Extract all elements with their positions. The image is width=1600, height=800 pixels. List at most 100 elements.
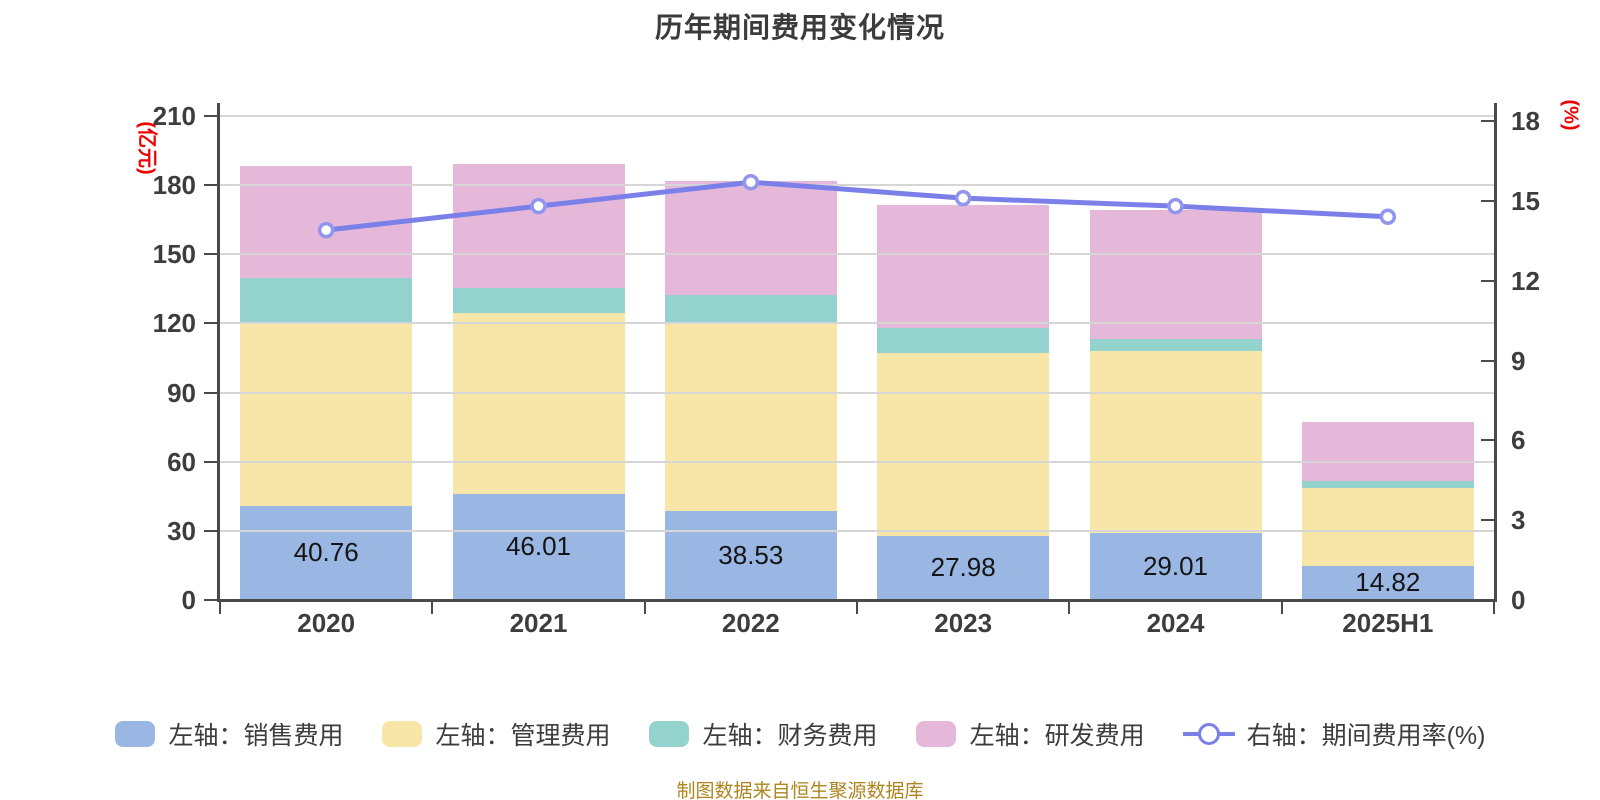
gridline-150 xyxy=(220,253,1494,256)
x-axis-label-2025H1: 2025H1 xyxy=(1342,608,1434,638)
x-axis-label-2020: 2020 xyxy=(297,608,356,638)
gridline-30 xyxy=(220,529,1494,532)
legend-item-admin[interactable]: 左轴：管理费用 xyxy=(381,716,611,752)
x-axis-tick-1 xyxy=(431,602,434,614)
bar-segment-admin-2023 xyxy=(877,352,1050,536)
bar-value-label-2021: 46.01 xyxy=(505,530,572,561)
bar-segment-admin-2022 xyxy=(664,323,837,512)
legend-swatch-rd xyxy=(915,721,956,747)
right-axis-tick-label-15: 15 xyxy=(1511,185,1540,216)
left-axis-tick-30 xyxy=(204,529,217,532)
right-axis-tick-18 xyxy=(1481,120,1494,122)
bar-value-label-2025H1: 14.82 xyxy=(1355,566,1421,597)
bar-value-label-2023: 27.98 xyxy=(930,551,996,582)
bar-segment-sales-2023 xyxy=(877,535,1050,600)
legend-label-rd: 左轴：研发费用 xyxy=(969,722,1145,750)
bar-value-label-2024: 29.01 xyxy=(1142,550,1209,581)
x-axis-label-2023: 2023 xyxy=(934,608,993,638)
bar-segment-admin-2024 xyxy=(1089,350,1262,534)
x-axis-line xyxy=(217,599,1497,602)
x-axis-tick-4 xyxy=(1068,602,1071,614)
bar-value-label-2022: 38.53 xyxy=(718,539,784,570)
left-axis-tick-label-210: 210 xyxy=(152,101,196,131)
bar-segment-rd-2020 xyxy=(240,166,413,279)
bar-segment-sales-2021 xyxy=(452,493,625,600)
bar-segment-finance-2023 xyxy=(877,328,1050,353)
right-axis-tick-9 xyxy=(1481,359,1494,362)
chart-title: 历年期间费用变化情况 xyxy=(654,12,945,43)
bar-segment-rd-2024 xyxy=(1089,210,1262,340)
right-axis-tick-label-0: 0 xyxy=(1511,585,1526,615)
legend-item-finance[interactable]: 左轴：财务费用 xyxy=(648,716,878,752)
left-axis-tick-180 xyxy=(204,184,217,187)
legend-swatch-sales xyxy=(114,721,155,747)
left-axis-tick-label-0: 0 xyxy=(181,585,196,615)
bar-segment-admin-2020 xyxy=(240,321,413,507)
right-axis-tick-label-3: 3 xyxy=(1511,505,1526,536)
bar-segment-finance-2022 xyxy=(664,295,837,324)
bar-segment-rd-2023 xyxy=(877,205,1050,329)
legend-swatch-finance xyxy=(648,721,689,747)
x-axis-tick-5 xyxy=(1280,602,1283,614)
right-axis-tick-label-12: 12 xyxy=(1511,265,1540,296)
legend-line-circle xyxy=(1197,723,1220,745)
left-axis-tick-label-120: 120 xyxy=(152,308,196,339)
left-axis-line xyxy=(217,103,220,602)
x-axis-label-2021: 2021 xyxy=(509,608,568,638)
bar-segment-finance-2024 xyxy=(1089,339,1262,351)
x-axis-tick-0 xyxy=(219,602,221,614)
x-axis-tick-2 xyxy=(643,602,646,614)
bar-segment-rd-2021 xyxy=(452,163,625,288)
gridline-120 xyxy=(220,322,1494,325)
legend-label-admin: 左轴：管理费用 xyxy=(435,722,611,750)
right-axis-tick-label-9: 9 xyxy=(1511,345,1526,376)
bar-segment-sales-2020 xyxy=(240,506,413,600)
left-axis-tick-60 xyxy=(204,460,217,463)
left-axis-tick-0 xyxy=(204,599,217,601)
gridline-180 xyxy=(220,184,1494,187)
right-axis-tick-12 xyxy=(1481,279,1494,282)
left-axis-tick-label-150: 150 xyxy=(152,239,196,270)
chart-legend: 左轴：销售费用 左轴：管理费用 左轴：财务费用 左轴：研发费用 右轴：期间费用率(%) xyxy=(0,716,1600,752)
gridline-90 xyxy=(220,391,1494,394)
right-axis-tick-label-6: 6 xyxy=(1511,425,1526,456)
right-axis-line xyxy=(1494,103,1497,602)
gridline-210 xyxy=(220,115,1494,117)
left-axis-tick-label-30: 30 xyxy=(167,515,196,546)
right-axis-tick-15 xyxy=(1481,199,1494,202)
bar-segment-admin-2021 xyxy=(452,313,625,494)
left-axis-tick-210 xyxy=(204,115,217,117)
bar-segment-sales-2024 xyxy=(1089,533,1262,600)
bar-segment-sales-2022 xyxy=(664,511,837,600)
legend-label-sales: 左轴：销售费用 xyxy=(168,722,344,750)
bar-segment-finance-2025H1 xyxy=(1301,480,1474,489)
left-axis-tick-90 xyxy=(204,391,217,394)
right-axis-tick-label-18: 18 xyxy=(1511,106,1540,136)
left-axis-tick-150 xyxy=(204,253,217,256)
legend-item-sales[interactable]: 左轴：销售费用 xyxy=(114,716,344,752)
bar-value-label-2020: 40.76 xyxy=(293,537,359,568)
x-axis-tick-6 xyxy=(1493,602,1495,614)
x-axis-label-2024: 2024 xyxy=(1146,608,1205,638)
legend-item-rate-line[interactable]: 右轴：期间费用率(%) xyxy=(1182,716,1486,752)
legend-label-finance: 左轴：财务费用 xyxy=(702,722,878,750)
left-axis-tick-label-90: 90 xyxy=(167,377,196,408)
legend-label-rate-line: 右轴：期间费用率(%) xyxy=(1246,722,1486,750)
bar-segment-sales-2025H1 xyxy=(1301,565,1474,600)
x-axis-tick-3 xyxy=(856,602,858,614)
bar-segment-finance-2021 xyxy=(452,287,625,314)
bar-segment-finance-2020 xyxy=(240,278,413,322)
legend-item-rd[interactable]: 左轴：研发费用 xyxy=(915,716,1145,752)
x-axis-label-2022: 2022 xyxy=(721,608,780,638)
bar-segment-admin-2025H1 xyxy=(1301,488,1474,566)
left-axis-tick-label-60: 60 xyxy=(167,446,196,477)
left-axis-tick-120 xyxy=(204,322,217,325)
right-axis-tick-3 xyxy=(1481,519,1494,522)
gridline-60 xyxy=(220,460,1494,463)
bar-segment-rd-2022 xyxy=(664,180,837,295)
legend-swatch-admin xyxy=(381,721,422,747)
data-source-note: 制图数据来自恒生聚源数据库 xyxy=(676,781,924,800)
right-axis-tick-0 xyxy=(1481,599,1494,601)
